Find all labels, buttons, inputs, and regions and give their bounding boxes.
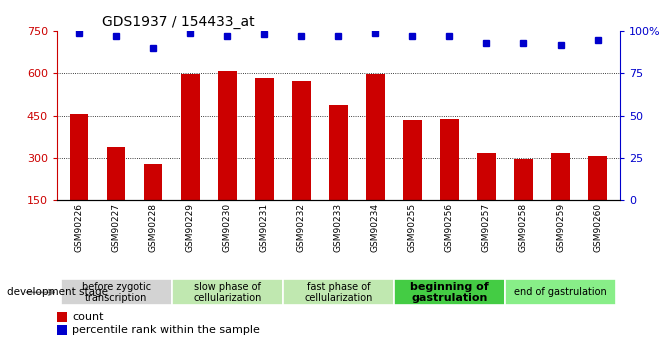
Bar bbox=[329, 105, 348, 200]
Bar bbox=[61, 279, 172, 305]
Text: fast phase of
cellularization: fast phase of cellularization bbox=[304, 282, 373, 303]
Bar bbox=[440, 119, 459, 200]
Bar bbox=[255, 78, 273, 200]
Text: end of gastrulation: end of gastrulation bbox=[514, 287, 607, 297]
Bar bbox=[292, 81, 311, 200]
Text: slow phase of
cellularization: slow phase of cellularization bbox=[193, 282, 261, 303]
Bar bbox=[218, 71, 237, 200]
Text: count: count bbox=[72, 312, 104, 322]
Bar bbox=[172, 279, 283, 305]
Bar bbox=[366, 74, 385, 200]
Bar bbox=[57, 312, 67, 322]
Text: before zygotic
transcription: before zygotic transcription bbox=[82, 282, 151, 303]
Bar bbox=[588, 156, 607, 200]
Bar bbox=[514, 159, 533, 200]
Bar bbox=[70, 114, 88, 200]
Bar bbox=[107, 147, 125, 200]
Bar bbox=[551, 153, 570, 200]
Text: beginning of
gastrulation: beginning of gastrulation bbox=[410, 282, 489, 303]
Bar bbox=[57, 325, 67, 335]
Bar bbox=[181, 74, 200, 200]
Text: percentile rank within the sample: percentile rank within the sample bbox=[72, 325, 260, 335]
Bar bbox=[403, 120, 421, 200]
Bar bbox=[394, 279, 505, 305]
Bar bbox=[283, 279, 394, 305]
Bar bbox=[477, 153, 496, 200]
Text: development stage: development stage bbox=[7, 287, 108, 297]
Bar bbox=[144, 164, 162, 200]
Bar bbox=[505, 279, 616, 305]
Text: GDS1937 / 154433_at: GDS1937 / 154433_at bbox=[102, 14, 255, 29]
